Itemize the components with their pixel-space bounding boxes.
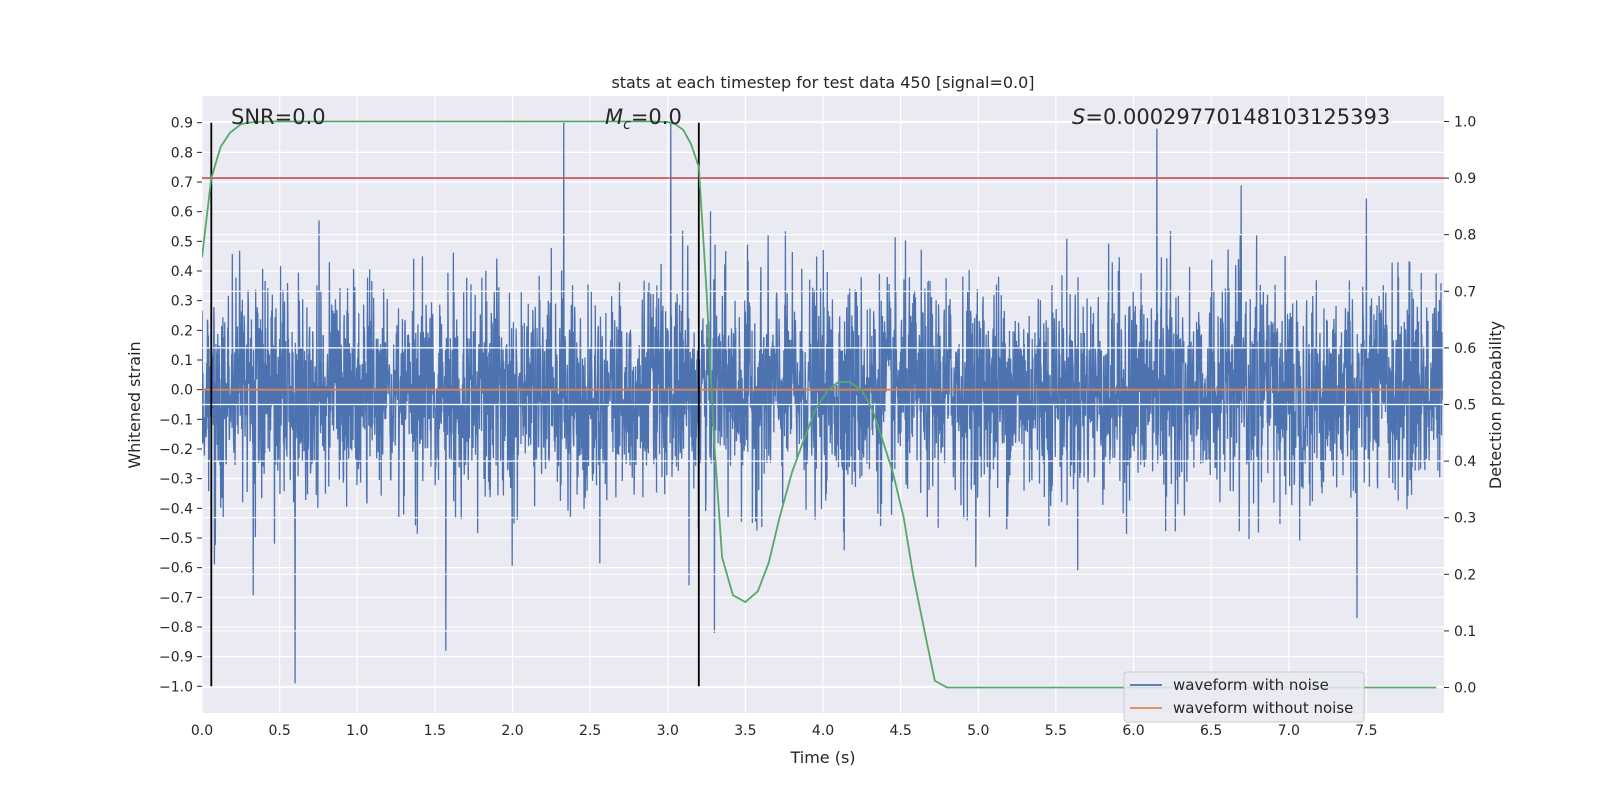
- s-symbol: S: [1072, 105, 1085, 129]
- y2-tick-label: 0.6: [1454, 341, 1476, 357]
- x-tick-label: 4.5: [889, 723, 911, 739]
- y-tick-label: 0.1: [171, 353, 193, 369]
- y2-tick-label: 0.8: [1454, 228, 1476, 244]
- y-tick-label: −0.2: [159, 442, 193, 458]
- overlay-layer: [202, 120, 1444, 689]
- series-waveform-with-noise: [202, 122, 1443, 684]
- y-tick-label: 0.7: [171, 175, 193, 191]
- y2-tick-label: 0.5: [1454, 398, 1476, 414]
- y2-tick-label: 0.9: [1454, 171, 1476, 187]
- x-tick-label: 5.5: [1045, 723, 1067, 739]
- y-tick-label: 0.2: [171, 323, 193, 339]
- y2-tick-label: 0.1: [1454, 624, 1476, 640]
- x-tick-label: 2.0: [501, 723, 523, 739]
- y-tick-label: 0.5: [171, 234, 193, 250]
- y-tick-label: −0.3: [159, 472, 193, 488]
- x-tick-label: 0.5: [268, 723, 290, 739]
- mc-annotation: Mc=0.0: [605, 105, 682, 133]
- y-axis-label: Whitened strain: [125, 341, 144, 468]
- s-annotation: S=0.00029770148103125393: [1072, 105, 1390, 129]
- x-tick-label: 6.0: [1122, 723, 1144, 739]
- x-tick-label: 7.5: [1355, 723, 1377, 739]
- mc-symbol: M: [605, 105, 623, 129]
- y2-tick-label: 1.0: [1454, 114, 1476, 130]
- y2-tick-label: 0.4: [1454, 454, 1476, 470]
- y-tick-label: −0.4: [159, 501, 193, 517]
- y-tick-label: −1.0: [159, 679, 193, 695]
- y2-tick-label: 0.7: [1454, 284, 1476, 300]
- x-tick-label: 3.0: [657, 723, 679, 739]
- axes-layer: 0.0 0.5 1.0 1.5 2.0 2.5 3.0 3.5 4.0 4.5 5.0 5.5 6.0 6…: [159, 114, 1476, 739]
- y2-tick-label: 0.0: [1454, 681, 1476, 697]
- y-tick-label: −0.6: [159, 561, 193, 577]
- mc-subscript: c: [623, 117, 631, 133]
- y-tick-label: −0.1: [159, 412, 193, 428]
- y-tick-label: −0.8: [159, 620, 193, 636]
- mc-value: =0.0: [631, 105, 682, 129]
- x-tick-label: 4.0: [812, 723, 834, 739]
- legend-label-clean: waveform without noise: [1173, 699, 1353, 717]
- y2-tick-label: 0.2: [1454, 567, 1476, 583]
- x-tick-label: 6.5: [1200, 723, 1222, 739]
- x-tick-label: 5.0: [967, 723, 989, 739]
- x-axis-label: Time (s): [789, 748, 855, 767]
- s-value: =0.00029770148103125393: [1085, 105, 1390, 129]
- y-tick-label: 0.8: [171, 145, 193, 161]
- y2-tick-label: 0.3: [1454, 511, 1476, 527]
- y-tick-label: −0.7: [159, 590, 193, 606]
- y-tick-label: 0.6: [171, 205, 193, 221]
- x-tick-label: 3.5: [734, 723, 756, 739]
- snr-annotation: SNR=0.0: [231, 105, 326, 129]
- series-layer: [202, 122, 1443, 684]
- y-tick-label: −0.5: [159, 531, 193, 547]
- x-tick-label: 0.0: [191, 723, 213, 739]
- y-tick-label: 0.0: [171, 383, 193, 399]
- x-tick-label: 1.5: [424, 723, 446, 739]
- legend-box: [1123, 671, 1365, 723]
- chart-title: stats at each timestep for test data 450…: [611, 73, 1034, 92]
- series-detection-probability: [202, 120, 1437, 689]
- y2-axis-label: Detection probability: [1486, 321, 1505, 489]
- y-tick-label: 0.3: [171, 294, 193, 310]
- x-tick-label: 2.5: [579, 723, 601, 739]
- x-tick-label: 7.0: [1278, 723, 1300, 739]
- x-tick-label: 1.0: [346, 723, 368, 739]
- y-tick-label: 0.4: [171, 264, 193, 280]
- y-tick-label: −0.9: [159, 650, 193, 666]
- legend-label-noise: waveform with noise: [1173, 676, 1329, 694]
- y-tick-label: 0.9: [171, 116, 193, 132]
- legend: waveform with noise waveform without noi…: [1123, 671, 1365, 723]
